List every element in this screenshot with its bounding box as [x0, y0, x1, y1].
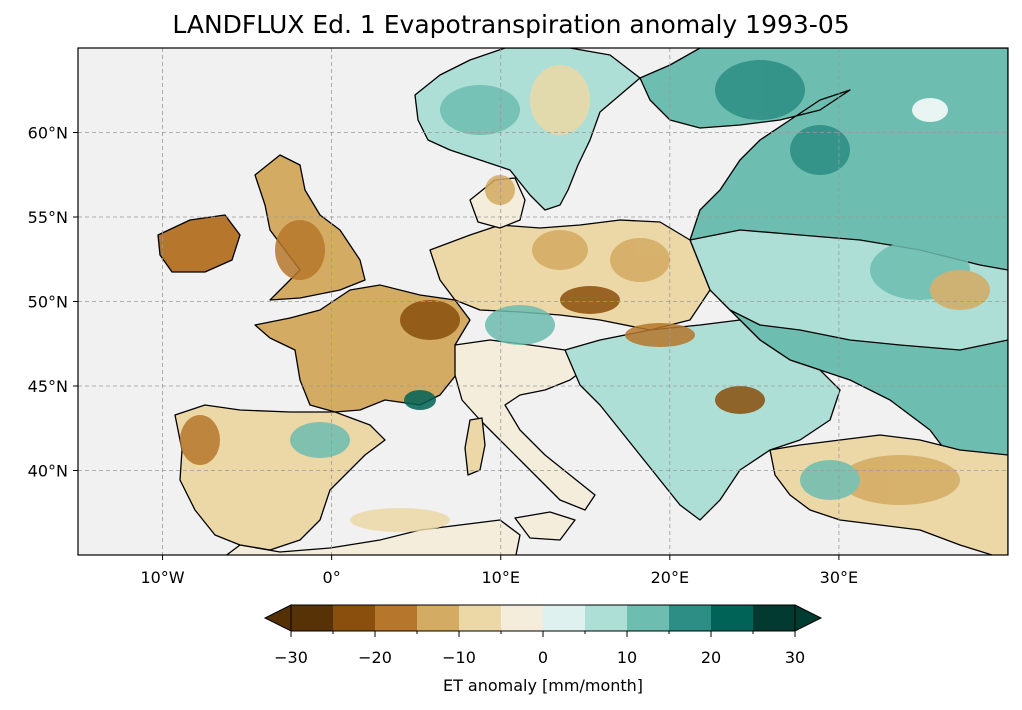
land-sardinia: [464, 417, 486, 476]
colorbar: −30 −20 −10 0 10 20 30 ET anomaly [mm/month]: [263, 604, 823, 695]
anomaly-patch: [275, 220, 325, 280]
axis-labels: 10°W 0° 10°E 20°E 30°E 60°N 55°N 50°N 45°N 40°N: [28, 124, 858, 588]
lat-tick-label: 45°N: [28, 377, 68, 396]
anomaly-patch: [290, 422, 350, 458]
anomaly-patch: [800, 460, 860, 500]
colorbar-bin: [459, 605, 502, 631]
colorbar-tick-label: 10: [617, 648, 637, 667]
anomaly-patch: [532, 230, 588, 270]
colorbar-tick-label: −10: [442, 648, 476, 667]
colorbar-tick-label: −30: [274, 648, 308, 667]
lat-tick-label: 50°N: [28, 293, 68, 312]
anomaly-patch: [790, 125, 850, 175]
land-areas: [157, 48, 1008, 555]
colorbar-bin: [543, 605, 586, 631]
colorbar-extend-high: [794, 604, 823, 632]
map-title: LANDFLUX Ed. 1 Evapotranspiration anomal…: [172, 10, 850, 39]
lon-tick-label: 20°E: [651, 568, 689, 587]
lon-tick-label: 0°: [323, 568, 341, 587]
colorbar-bin: [669, 605, 712, 631]
lon-tick-label: 10°W: [140, 568, 184, 587]
colorbar-bin: [501, 605, 544, 631]
anomaly-patch: [715, 386, 765, 414]
colorbar-bin: [585, 605, 628, 631]
colorbar-bin: [417, 605, 460, 631]
anomaly-patch: [485, 305, 555, 345]
anomaly-patch: [610, 238, 670, 282]
colorbar-label: ET anomaly [mm/month]: [443, 676, 643, 695]
colorbar-bin: [375, 605, 418, 631]
colorbar-tick-label: 30: [785, 648, 805, 667]
anomaly-patch: [180, 415, 220, 465]
colorbar-tick-label: 0: [538, 648, 548, 667]
anomaly-patch: [912, 98, 948, 122]
colorbar-bin: [291, 605, 334, 631]
anomaly-patch: [625, 323, 695, 347]
colorbar-extend-low: [263, 604, 292, 632]
colorbar-bin: [333, 605, 376, 631]
anomaly-patch: [440, 85, 520, 135]
anomaly-patches: [180, 60, 990, 532]
anomaly-patch: [400, 300, 460, 340]
anomaly-patch: [350, 508, 450, 532]
land-balkans: [564, 319, 841, 521]
lat-tick-label: 60°N: [28, 124, 68, 143]
lat-tick-label: 40°N: [28, 462, 68, 481]
lat-tick-label: 55°N: [28, 208, 68, 227]
colorbar-tick-label: 20: [701, 648, 721, 667]
anomaly-patch: [404, 390, 436, 410]
anomaly-patch: [715, 60, 805, 120]
colorbar-bin: [711, 605, 754, 631]
colorbar-tick-label: −20: [358, 648, 392, 667]
lon-tick-label: 10°E: [481, 568, 519, 587]
anomaly-patch: [485, 175, 515, 205]
anomaly-patch: [840, 455, 960, 505]
anomaly-patch: [560, 286, 620, 314]
anomaly-patch: [930, 270, 990, 310]
colorbar-bin: [627, 605, 670, 631]
map-gridlines: [78, 48, 1008, 555]
land-sicily: [514, 511, 576, 541]
colorbar-bin: [753, 605, 796, 631]
anomaly-patch: [530, 65, 590, 135]
land-ireland: [157, 214, 241, 273]
lon-tick-label: 30°E: [820, 568, 858, 587]
